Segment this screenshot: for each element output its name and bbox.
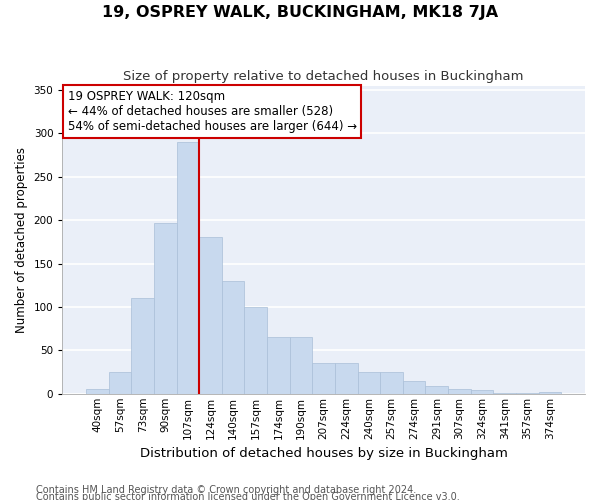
Bar: [199, 238, 222, 394]
Bar: [539, 392, 561, 394]
Bar: [176, 142, 199, 394]
Title: Size of property relative to detached houses in Buckingham: Size of property relative to detached ho…: [124, 70, 524, 83]
Bar: [358, 372, 380, 394]
X-axis label: Distribution of detached houses by size in Buckingham: Distribution of detached houses by size …: [140, 447, 508, 460]
Text: 19 OSPREY WALK: 120sqm
← 44% of detached houses are smaller (528)
54% of semi-de: 19 OSPREY WALK: 120sqm ← 44% of detached…: [68, 90, 356, 133]
Bar: [131, 298, 154, 394]
Text: 19, OSPREY WALK, BUCKINGHAM, MK18 7JA: 19, OSPREY WALK, BUCKINGHAM, MK18 7JA: [102, 5, 498, 20]
Bar: [471, 390, 493, 394]
Bar: [493, 393, 516, 394]
Bar: [109, 372, 131, 394]
Bar: [425, 386, 448, 394]
Bar: [267, 338, 290, 394]
Bar: [244, 307, 267, 394]
Bar: [516, 393, 539, 394]
Y-axis label: Number of detached properties: Number of detached properties: [15, 146, 28, 332]
Bar: [154, 222, 176, 394]
Text: Contains HM Land Registry data © Crown copyright and database right 2024.: Contains HM Land Registry data © Crown c…: [36, 485, 416, 495]
Bar: [448, 390, 471, 394]
Bar: [313, 364, 335, 394]
Text: Contains public sector information licensed under the Open Government Licence v3: Contains public sector information licen…: [36, 492, 460, 500]
Bar: [335, 364, 358, 394]
Bar: [222, 281, 244, 394]
Bar: [86, 390, 109, 394]
Bar: [380, 372, 403, 394]
Bar: [403, 380, 425, 394]
Bar: [290, 338, 313, 394]
